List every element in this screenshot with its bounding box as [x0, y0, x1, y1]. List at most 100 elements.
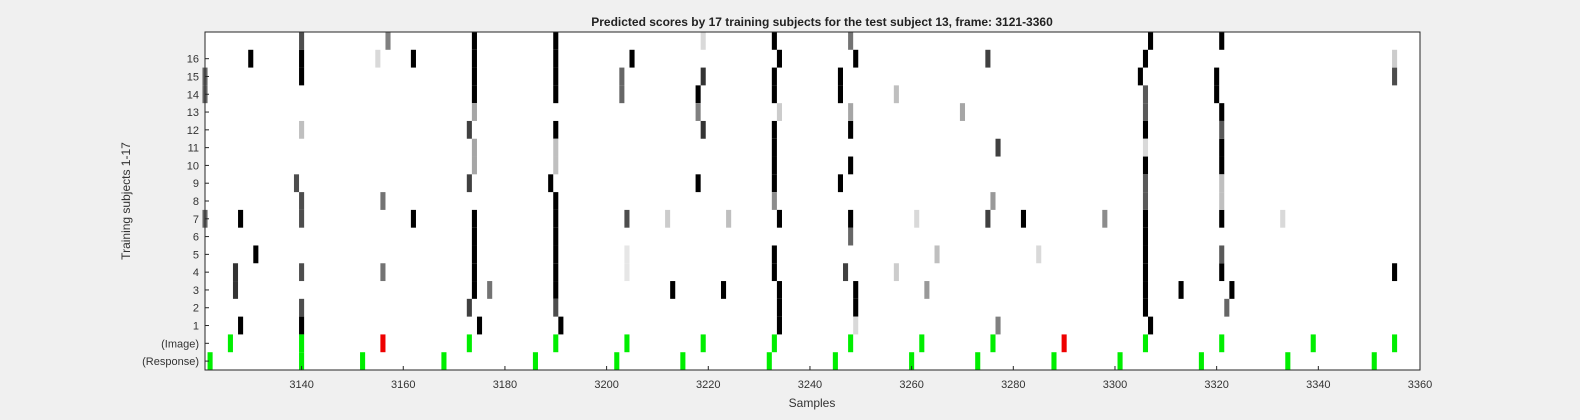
- score-cell: [959, 103, 966, 121]
- score-cell: [232, 281, 239, 299]
- score-cell: [1214, 67, 1220, 86]
- response-event-mark: [1051, 352, 1057, 370]
- score-cell: [1142, 120, 1149, 139]
- response-event-mark: [1371, 352, 1377, 370]
- image-event-mark: [919, 334, 925, 353]
- score-cell: [471, 49, 477, 68]
- score-cell: [1214, 85, 1220, 104]
- score-cell: [848, 227, 854, 246]
- x-tick-label: 3160: [391, 379, 415, 391]
- score-cell: [471, 263, 477, 282]
- score-cell: [771, 192, 777, 210]
- score-cell: [776, 209, 782, 228]
- x-tick-label: 3300: [1103, 379, 1127, 391]
- y-tick-label: 6: [193, 232, 199, 244]
- score-cell: [466, 120, 472, 139]
- score-cell: [776, 281, 782, 299]
- score-cell: [771, 156, 777, 175]
- score-cell: [695, 85, 701, 104]
- x-axis-ticks: 3140 3160 3180 3200 3220 3240 3260 3280 3300 3320…: [289, 366, 1432, 391]
- x-tick-label: 3200: [594, 379, 618, 391]
- score-cell: [776, 103, 782, 121]
- score-cell: [776, 316, 782, 335]
- y-tick-label: 8: [193, 196, 199, 208]
- score-cell: [1142, 85, 1149, 104]
- score-cell: [985, 49, 991, 68]
- score-cell: [299, 67, 305, 86]
- x-tick-label: 3320: [1204, 379, 1228, 391]
- score-cell: [848, 120, 854, 139]
- score-cell: [1219, 120, 1225, 139]
- score-cell: [553, 245, 559, 264]
- score-cell: [299, 209, 305, 228]
- score-cell: [771, 85, 777, 104]
- y-tick-label: 16: [187, 54, 199, 66]
- response-event-mark: [441, 352, 447, 370]
- score-cell: [293, 174, 300, 193]
- score-cell: [1142, 245, 1149, 264]
- score-cell: [553, 67, 559, 86]
- score-cell: [232, 263, 239, 282]
- x-tick-label: 3360: [1408, 379, 1432, 391]
- score-cell: [1392, 263, 1398, 282]
- image-event-mark: [624, 334, 630, 353]
- score-cell: [624, 209, 630, 228]
- score-cell: [1142, 298, 1149, 317]
- image-event-mark: [1310, 334, 1316, 353]
- score-cell: [1142, 263, 1149, 282]
- x-tick-label: 3340: [1306, 379, 1330, 391]
- y-tick-label: 10: [187, 160, 199, 172]
- y-tick-label: 3: [193, 285, 199, 297]
- x-tick-label: 3140: [289, 379, 313, 391]
- score-cell: [410, 49, 416, 68]
- image-error-mark: [1061, 334, 1067, 353]
- score-cell: [299, 263, 305, 282]
- score-cell: [558, 316, 564, 335]
- score-cell: [1148, 316, 1154, 335]
- score-cell: [1219, 263, 1225, 282]
- image-event-mark: [771, 334, 777, 353]
- heatmap-cells: [202, 32, 1398, 335]
- score-cell: [848, 209, 854, 228]
- score-cell: [1142, 103, 1149, 121]
- score-cell: [1142, 209, 1149, 228]
- score-cell: [1142, 49, 1149, 68]
- score-cell: [1392, 49, 1398, 68]
- response-event-mark: [909, 352, 915, 370]
- score-cell: [1219, 156, 1225, 175]
- score-cell: [1392, 67, 1398, 86]
- y-tick-label: 7: [193, 214, 199, 226]
- score-cell: [253, 245, 259, 264]
- score-cell: [466, 174, 472, 193]
- score-cell: [471, 245, 477, 264]
- response-event-mark: [1198, 352, 1204, 370]
- image-event-mark: [553, 334, 559, 353]
- score-cell: [471, 85, 477, 104]
- score-cell: [776, 298, 782, 317]
- score-cell: [553, 138, 559, 157]
- y-tick-label: 11: [188, 143, 199, 155]
- score-cell: [471, 227, 477, 246]
- score-cell: [375, 49, 381, 68]
- score-cell: [1219, 245, 1225, 264]
- response-event-mark: [360, 352, 366, 370]
- y-axis-label: Training subjects 1-17: [119, 142, 133, 260]
- response-event-mark: [1285, 352, 1291, 370]
- image-event-mark: [1392, 334, 1398, 353]
- score-cell: [553, 281, 559, 299]
- score-cell: [471, 209, 477, 228]
- score-cell: [771, 174, 777, 193]
- score-cell: [924, 281, 930, 299]
- score-cell: [1102, 209, 1108, 228]
- score-cell: [893, 263, 899, 282]
- score-cell: [299, 49, 305, 68]
- score-cell: [934, 245, 940, 264]
- y-tick-label: (Image): [161, 338, 199, 350]
- score-cell: [771, 263, 777, 282]
- score-cell: [1142, 174, 1149, 193]
- response-event-mark: [532, 352, 538, 370]
- score-cell: [700, 120, 706, 139]
- score-cell: [700, 67, 706, 86]
- score-cell: [624, 245, 630, 264]
